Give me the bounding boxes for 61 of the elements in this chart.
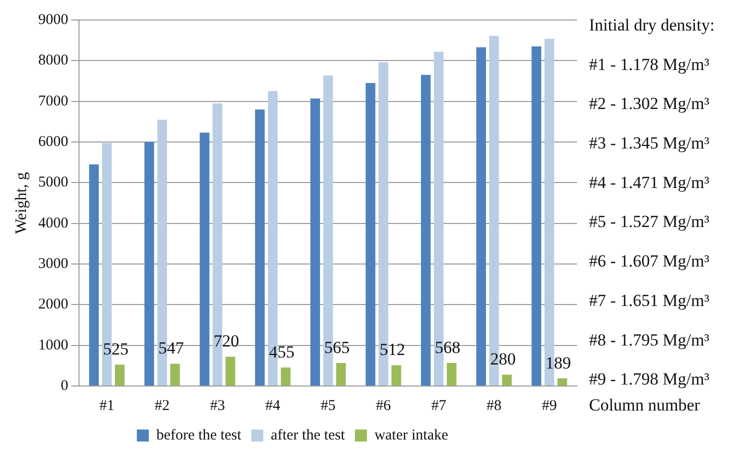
x-tick-label: #6: [376, 398, 392, 414]
bar: [89, 164, 99, 386]
bar: [502, 374, 512, 386]
bar: [200, 132, 210, 386]
x-tick-label: #2: [154, 398, 170, 414]
bar: [170, 364, 180, 386]
y-tick-label: 0: [60, 378, 68, 394]
legend-label: after the test: [270, 427, 346, 444]
bar: [114, 364, 125, 386]
text: #1 - 1.178 Mg/m³: [589, 54, 710, 74]
bar: [336, 363, 346, 386]
bar: [532, 46, 542, 386]
data-label: 525: [103, 340, 129, 359]
bar: [144, 142, 154, 386]
bar: [446, 362, 456, 386]
data-label: 565: [324, 338, 350, 357]
y-tick-label: 9000: [38, 12, 68, 28]
text: #5 - 1.527 Mg/m³: [589, 212, 710, 232]
legend-label: before the test: [156, 427, 242, 444]
data-label: 512: [380, 340, 406, 360]
y-tick-label: 1000: [38, 337, 68, 354]
text: #3 - 1.345 Mg/m³: [589, 134, 710, 153]
data-label: 280: [490, 350, 516, 369]
bar: [391, 365, 402, 386]
data-label: 720: [214, 332, 240, 351]
x-tick-label: #8: [486, 398, 502, 414]
x-tick-label: #3: [210, 398, 225, 414]
bar: [366, 83, 376, 386]
y-tick-label: 3000: [38, 256, 68, 272]
data-label: 568: [434, 338, 460, 357]
bar: [280, 367, 291, 386]
bar: [557, 378, 568, 386]
y-tick-label: 7000: [38, 93, 68, 110]
x-tick-label: #7: [431, 398, 447, 414]
bar: [476, 47, 486, 386]
x-tick-label: #4: [265, 398, 281, 414]
data-label: 189: [546, 353, 571, 372]
bar: [310, 98, 320, 386]
bar: [255, 109, 265, 386]
x-tick-label: #9: [542, 398, 557, 414]
y-tick-label: 5000: [38, 174, 68, 191]
y-axis-title: Weight, g: [12, 172, 30, 234]
text: #6 - 1.607 Mg/m³: [589, 252, 710, 271]
legend-label: water intake: [374, 427, 448, 444]
text: #9 - 1.798 Mg/m³: [589, 370, 710, 389]
text: #2 - 1.302 Mg/m³: [589, 94, 710, 114]
data-label: 455: [268, 342, 294, 362]
text: Initial dry density:: [589, 15, 715, 34]
bar: [226, 356, 236, 386]
x-tick-label: #1: [99, 398, 114, 414]
x-tick-label: #5: [320, 398, 336, 414]
text: #8 - 1.795 Mg/m³: [589, 330, 710, 350]
y-tick-label: 8000: [38, 52, 68, 69]
y-tick-label: 4000: [38, 215, 68, 232]
bar: [420, 74, 431, 386]
data-label: 547: [158, 338, 184, 358]
text: #4 - 1.471 Mg/m³: [589, 172, 710, 192]
text: #7 - 1.651 Mg/m³: [589, 290, 710, 310]
x-axis-title: Column number: [589, 395, 700, 414]
y-tick-label: 2000: [38, 296, 68, 313]
y-tick-label: 6000: [38, 134, 68, 150]
